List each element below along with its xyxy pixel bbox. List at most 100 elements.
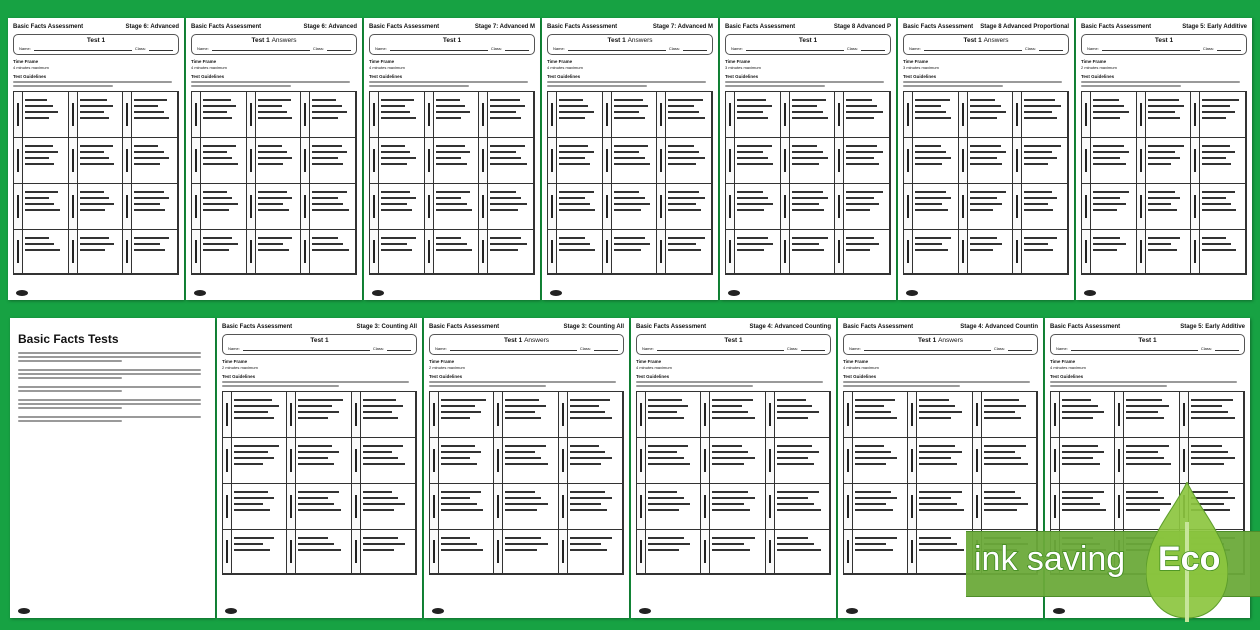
section-cell (844, 184, 890, 230)
worksheet-page: Basic Facts Assessment Stage 6: Advanced … (8, 18, 184, 300)
section-label (479, 230, 489, 274)
equation-line (776, 417, 808, 419)
equation-line (712, 491, 749, 493)
equation-line (559, 145, 589, 147)
section-cell (132, 230, 178, 274)
section-label (1136, 230, 1146, 274)
section-cell (201, 230, 247, 274)
section-label (548, 184, 557, 230)
name-line (449, 346, 577, 351)
section-cell (488, 92, 534, 138)
equation-line (298, 457, 328, 459)
guidelines-text (843, 385, 960, 387)
equation-line (25, 191, 58, 193)
equation-line (1147, 163, 1172, 165)
section-cell (710, 392, 766, 438)
equation-line (505, 497, 542, 499)
section-cell (255, 138, 302, 184)
equation-line (381, 237, 416, 239)
section-cell (439, 392, 495, 438)
answers-label: Answers (524, 337, 550, 344)
equation-line (983, 503, 1028, 505)
equation-line (737, 99, 767, 101)
equation-line (298, 537, 328, 539)
section-cell (488, 138, 534, 184)
section-cell (201, 92, 247, 138)
equation-line (435, 105, 465, 107)
publisher-logo (372, 290, 384, 296)
equation-line (1093, 99, 1119, 101)
section-cell (1188, 438, 1244, 484)
section-label (68, 138, 78, 184)
equation-line (435, 163, 467, 165)
section-label (223, 530, 232, 574)
test-title: Test 1 (375, 37, 529, 44)
equation-line (915, 191, 946, 193)
section-label (765, 392, 775, 438)
section-label (1051, 484, 1060, 530)
guidelines-text (191, 85, 291, 87)
equation-line (1024, 197, 1057, 199)
test-name: Test 1 (607, 37, 626, 44)
class-line (1039, 46, 1063, 51)
section-label (908, 530, 918, 574)
section-label (780, 230, 790, 274)
equation-line (1062, 463, 1100, 465)
equation-line (915, 151, 946, 153)
paragraph-line (18, 356, 202, 358)
equation-line (1190, 463, 1224, 465)
guidelines-label: Test Guidelines (843, 374, 877, 379)
worksheet-page: Basic Facts Assessment Stage 5: Early Add… (1076, 18, 1252, 300)
equation-line (776, 405, 813, 407)
equation-line (79, 145, 113, 147)
section-label (479, 184, 489, 230)
equation-line (203, 197, 233, 199)
equation-line (1147, 157, 1181, 159)
section-label (223, 484, 232, 530)
equation-line (983, 411, 1015, 413)
section-cell (611, 184, 658, 230)
equation-line (919, 537, 951, 539)
time-frame-value: 3 minutes maximum (903, 65, 939, 70)
equation-line (1024, 237, 1057, 239)
equation-line (441, 497, 471, 499)
equation-line (559, 99, 583, 101)
equation-line (1190, 405, 1222, 407)
equation-line (1126, 411, 1158, 413)
section-cell (666, 138, 712, 184)
time-frame-value: 4 minutes maximum (843, 365, 879, 370)
publisher-logo (728, 290, 740, 296)
section-label (430, 438, 439, 484)
section-cell (646, 530, 702, 574)
equation-line (559, 197, 585, 199)
equation-line (435, 151, 471, 153)
section-cell (853, 392, 909, 438)
equation-line (25, 117, 49, 119)
equation-line (1024, 243, 1048, 245)
equation-line (79, 163, 115, 165)
section-cell (557, 184, 603, 230)
equation-line (381, 249, 412, 251)
section-cell (789, 184, 836, 230)
equation-line (559, 117, 585, 119)
equation-line (79, 197, 109, 199)
equation-line (435, 209, 472, 211)
equation-line (1126, 503, 1171, 505)
name-line (656, 346, 784, 351)
equation-line (846, 191, 883, 193)
equation-line (257, 145, 282, 147)
section-cell (913, 92, 959, 138)
equation-line (203, 209, 229, 211)
section-label (1051, 392, 1060, 438)
intro-title: Basic Facts Tests (18, 332, 119, 346)
equation-line (648, 503, 691, 505)
section-label (68, 230, 78, 274)
section-cell (1200, 138, 1246, 184)
section-cell (132, 184, 178, 230)
equation-line (79, 151, 104, 153)
test-title-box: Test 1 Name: Class: (1081, 34, 1247, 55)
equation-line (505, 445, 546, 447)
equation-line (1202, 243, 1232, 245)
equation-line (203, 105, 236, 107)
section-cell (23, 230, 69, 274)
